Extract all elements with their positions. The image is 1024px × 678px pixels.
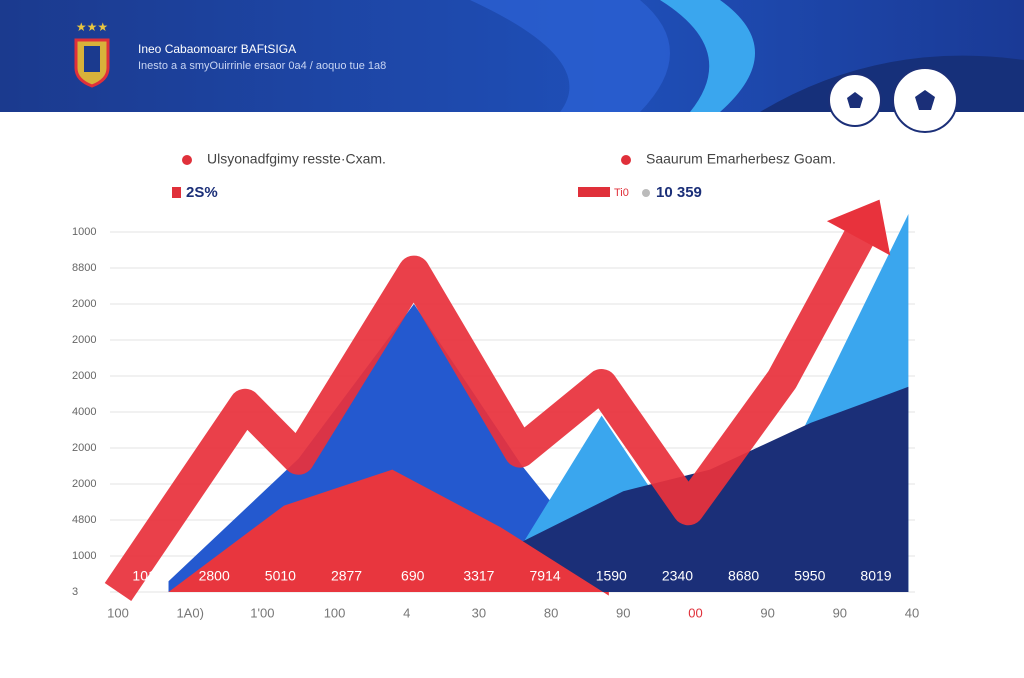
x-tick-label: 100	[107, 605, 129, 620]
data-label: 2800	[199, 568, 230, 584]
x-tick-label: 00	[688, 605, 702, 620]
x-tick-label: 90	[833, 605, 847, 620]
x-tick-label: 1A0)	[176, 605, 203, 620]
y-tick-label: 2000	[72, 298, 96, 310]
header-title: Ineo Cabaomoarcr BAFtSIGA	[138, 42, 296, 56]
x-tick-label: 100	[324, 605, 346, 620]
y-tick-label: 4800	[72, 514, 96, 526]
y-tick-label: 1000	[72, 226, 96, 238]
y-tick-label: 2000	[72, 478, 96, 490]
data-label: 1590	[596, 568, 627, 584]
legend-swatch	[172, 187, 181, 198]
line	[104, 225, 876, 601]
header-subtitle: Inesto a a smyOuirrinle ersaor 0a4 / aoq…	[138, 60, 386, 72]
data-label: 5010	[265, 568, 296, 584]
x-tick-label: 30	[472, 605, 486, 620]
x-tick-label: 80	[544, 605, 558, 620]
y-tick-label: 2000	[72, 442, 96, 454]
x-tick-label: 40	[905, 605, 919, 620]
legend-value: 2S%	[186, 184, 218, 201]
swoosh	[660, 0, 755, 112]
legend-value: 10 359	[656, 184, 702, 201]
arrow-head	[826, 199, 891, 256]
y-tick-label: 2000	[72, 334, 96, 346]
data-label: 8019	[860, 568, 891, 584]
header: ★★★ Ineo Cabaomoarcr BAFtSIGA Inesto a a…	[0, 0, 1024, 112]
data-label: 2340	[662, 568, 693, 584]
y-tick-label: 3	[72, 586, 78, 598]
y-tick-label: 8800	[72, 262, 96, 274]
x-tick-label: 90	[616, 605, 630, 620]
x-tick-label: 1'00	[250, 605, 274, 620]
swoosh	[470, 0, 670, 112]
svg-text:★★★: ★★★	[76, 20, 108, 34]
data-label: 8680	[728, 568, 759, 584]
y-tick-label: 2000	[72, 370, 96, 382]
legend-dot	[182, 155, 192, 165]
legend-tag: Ti0	[614, 187, 629, 199]
data-label: 2877	[331, 568, 362, 584]
legend-dot	[642, 189, 650, 197]
swoosh	[760, 55, 1024, 112]
legend-dot	[621, 155, 631, 165]
crest: ★★★	[74, 20, 110, 88]
y-tick-label: 1000	[72, 550, 96, 562]
data-label: 3317	[463, 568, 494, 584]
data-label: 1010	[132, 568, 163, 584]
legend-text: Saaurum Emarherbesz Goam.	[646, 151, 836, 167]
legend-text: Ulsyonadfgimy resste·Cxam.	[207, 151, 386, 167]
data-label: 5950	[794, 568, 825, 584]
data-label: 690	[401, 568, 425, 584]
x-tick-label: 90	[760, 605, 774, 620]
area	[168, 469, 609, 596]
y-tick-label: 4000	[72, 406, 96, 418]
data-label: 7914	[530, 568, 561, 584]
x-tick-label: 4	[403, 605, 410, 620]
soccer-balls	[828, 67, 958, 133]
legend-swatch	[578, 187, 610, 197]
